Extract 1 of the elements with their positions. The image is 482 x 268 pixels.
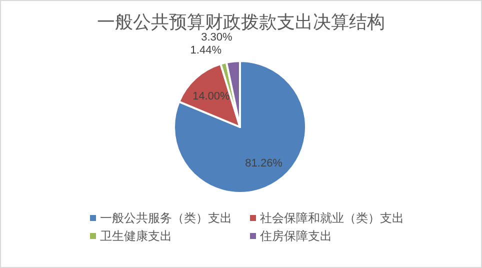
title: 一般公共预算财政拨款支出决算结构 <box>97 12 385 32</box>
